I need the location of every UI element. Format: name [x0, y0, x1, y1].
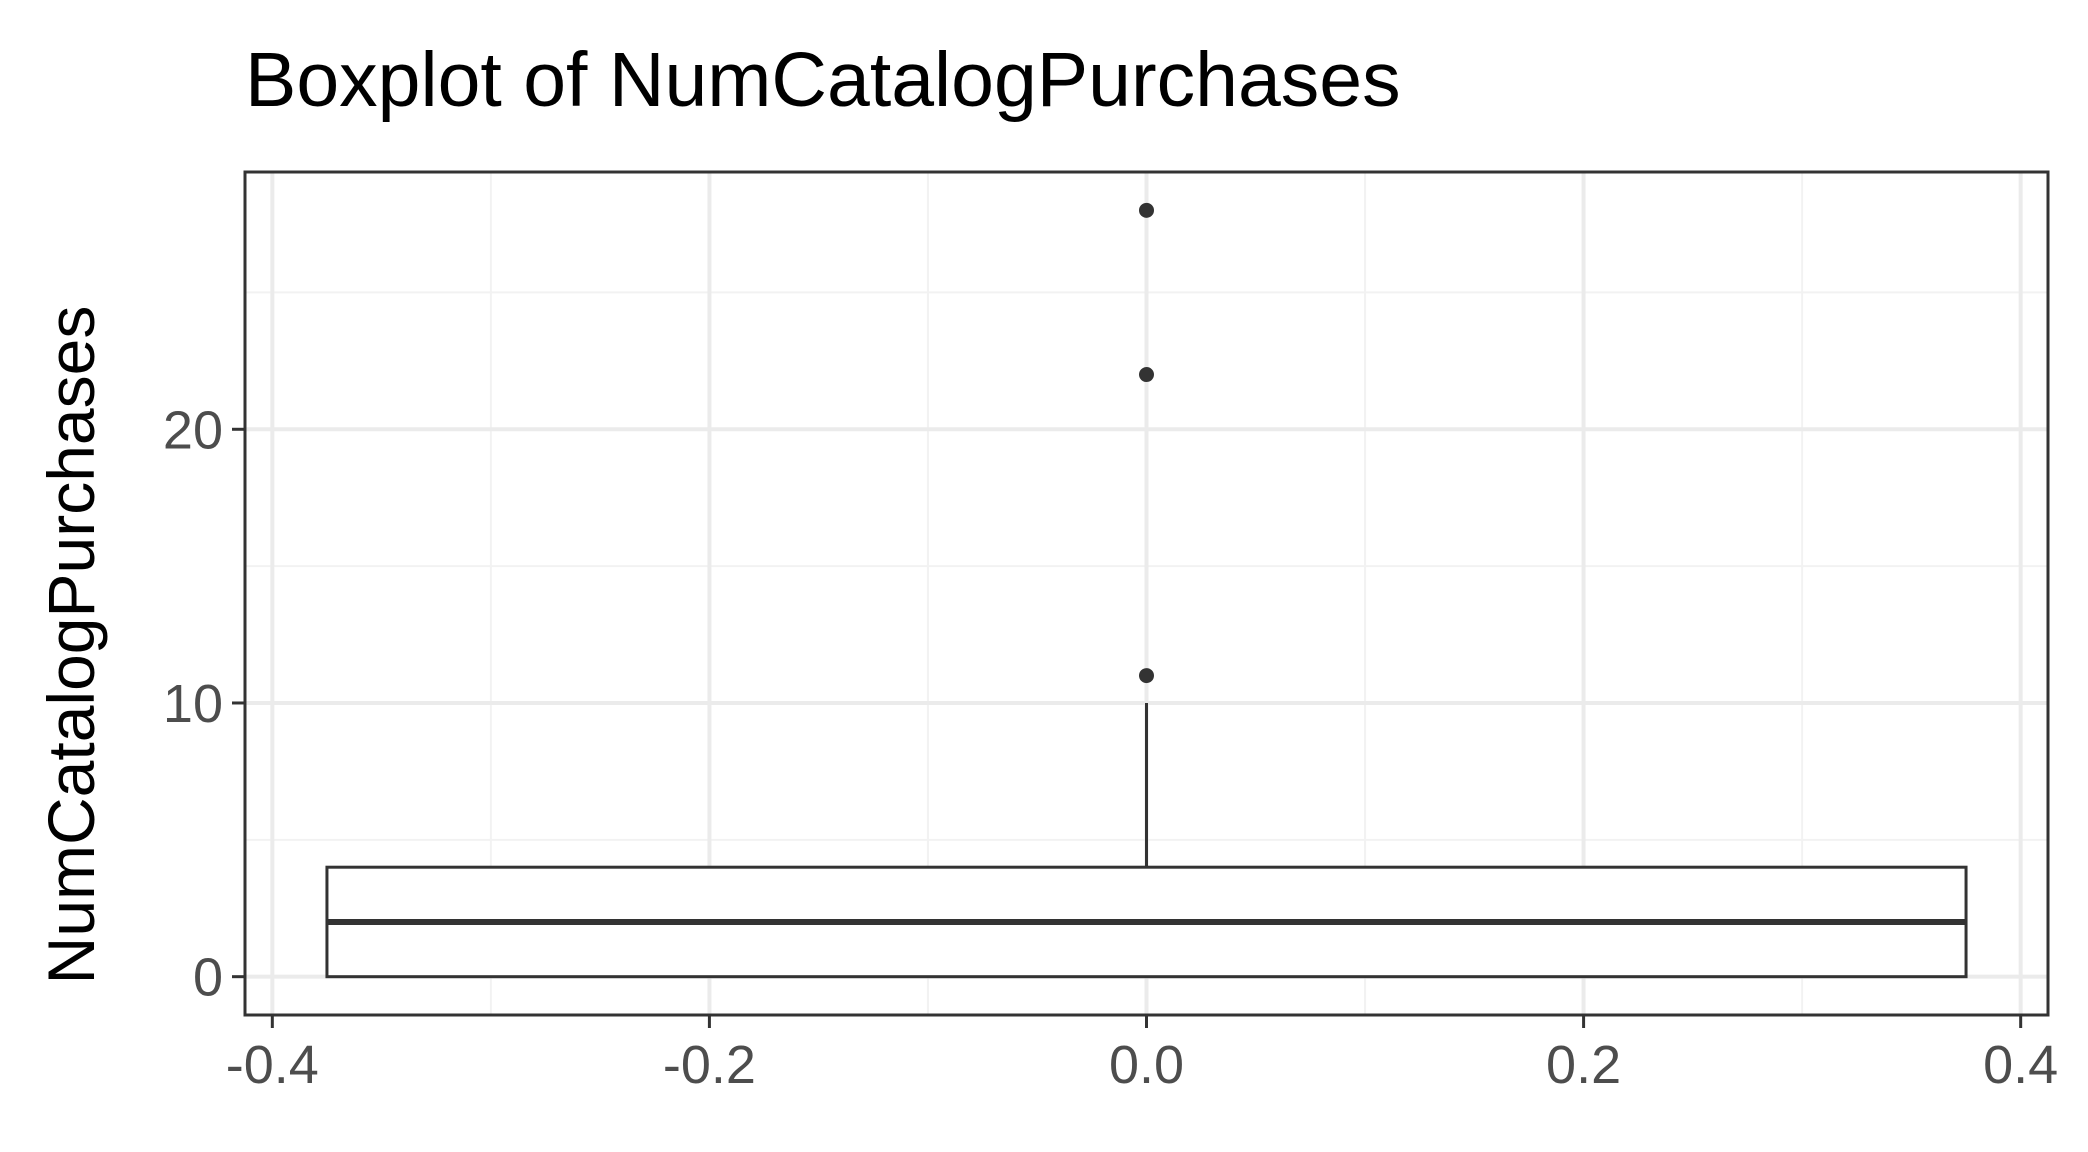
y-tick-label: 0 — [193, 948, 223, 1008]
x-tick-label: 0.0 — [1109, 1035, 1184, 1095]
x-tick-label: 0.4 — [1983, 1035, 2058, 1095]
y-axis-ticks: 0 10 20 — [163, 400, 245, 1008]
y-tick-label: 20 — [163, 400, 223, 460]
y-tick-label: 10 — [163, 674, 223, 734]
boxplot — [325, 702, 1968, 979]
outlier-point — [1139, 202, 1154, 218]
outlier-point — [1139, 367, 1154, 383]
outlier-points — [1139, 202, 1154, 684]
chart-title: Boxplot of NumCatalogPurchases — [245, 37, 1401, 123]
x-tick-label: 0.2 — [1546, 1035, 1621, 1095]
x-axis-ticks: -0.4 -0.2 0.0 0.2 0.4 — [226, 1015, 2058, 1095]
x-tick-label: -0.4 — [226, 1035, 319, 1095]
outlier-point — [1139, 668, 1154, 684]
x-tick-label: -0.2 — [663, 1035, 756, 1095]
y-axis-label: NumCatalogPurchases — [34, 306, 108, 985]
